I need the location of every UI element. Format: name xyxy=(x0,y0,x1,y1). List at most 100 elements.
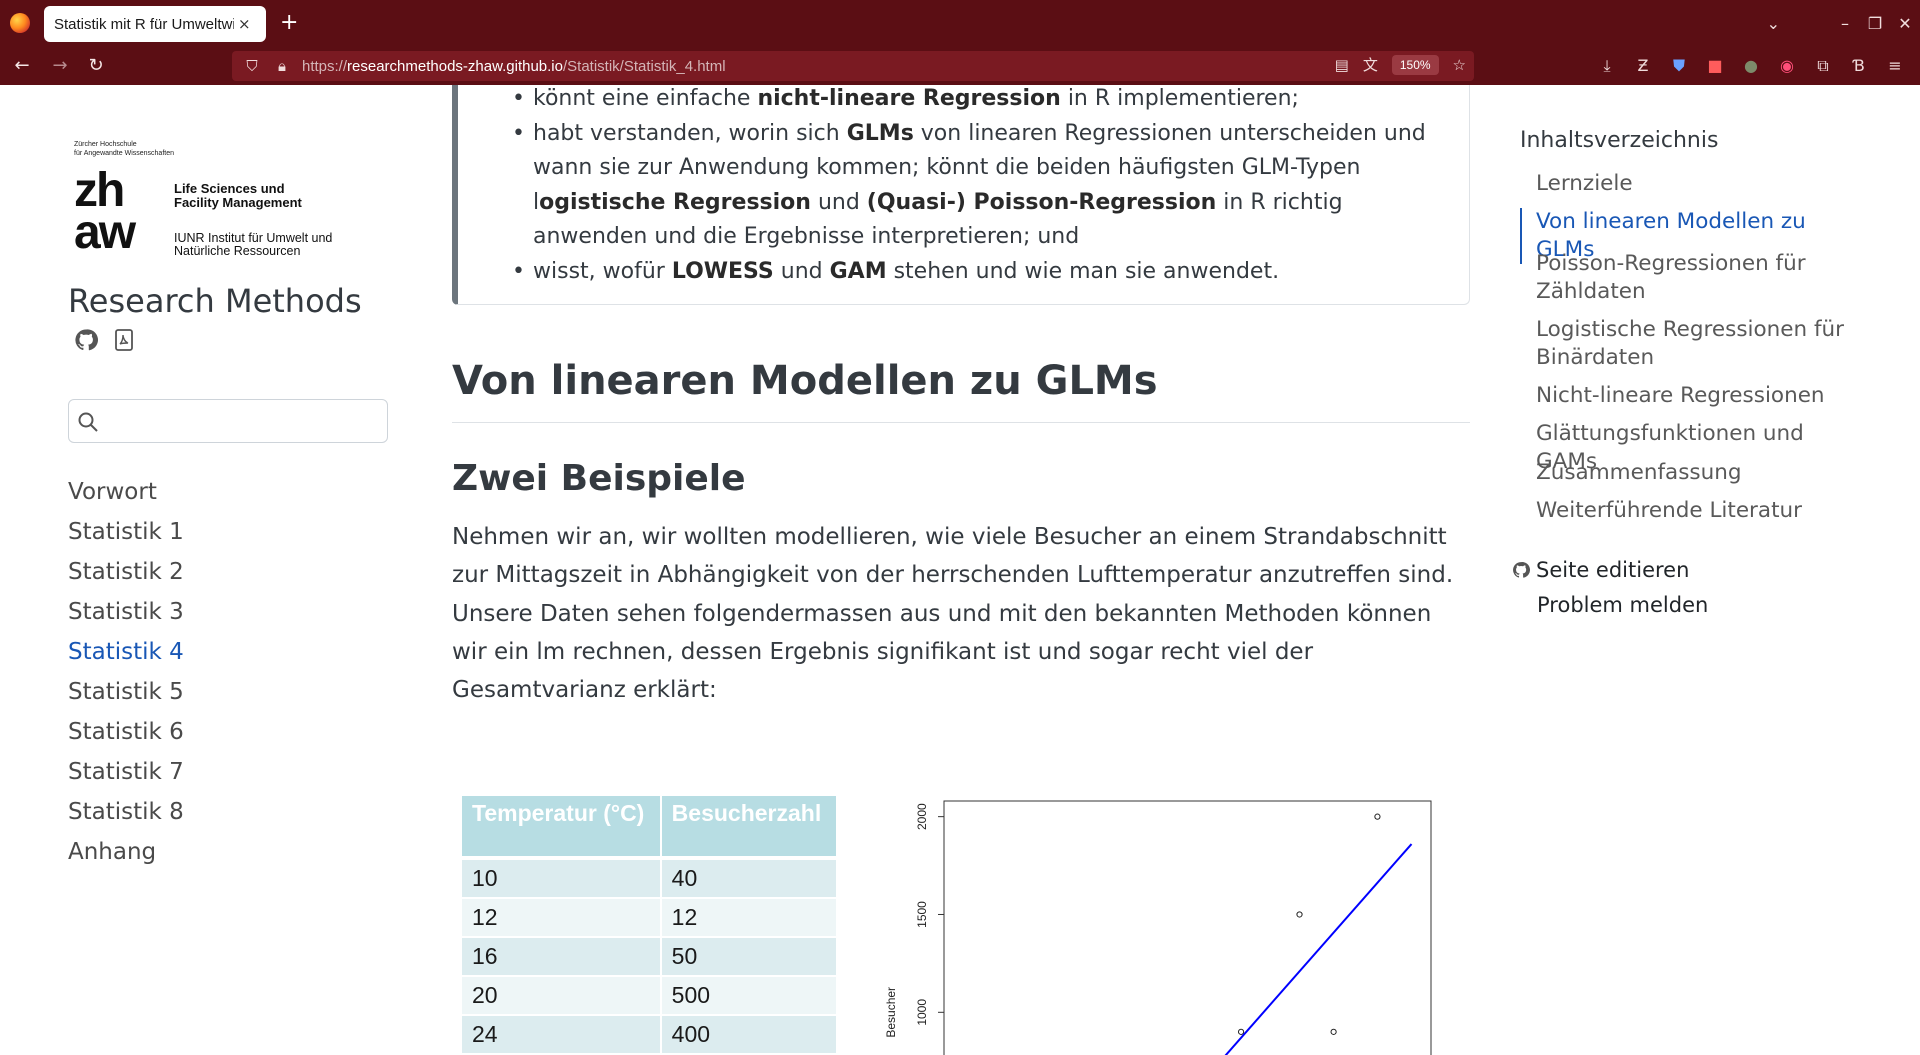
sidebar-item-statistik-3[interactable]: Statistik 3 xyxy=(68,599,184,625)
firefox-icon[interactable] xyxy=(10,13,30,33)
search-input[interactable] xyxy=(68,399,388,443)
bookmark-star-icon[interactable]: ☆ xyxy=(1452,55,1466,74)
minimize-icon[interactable]: – xyxy=(1841,14,1849,33)
table-cell: 500 xyxy=(659,977,836,1016)
logo-iunr-line-2: Natürliche Ressourcen xyxy=(174,244,301,258)
goal-text: in R richtig anwenden und die Ergebnisse… xyxy=(533,189,1343,250)
zotero-icon[interactable]: Ƶ xyxy=(1637,56,1649,75)
toc-item[interactable]: Weiterführende Literatur xyxy=(1536,498,1802,523)
sidebar-item-statistik-2[interactable]: Statistik 2 xyxy=(68,559,184,585)
forward-icon[interactable]: → xyxy=(52,55,68,76)
table-cell: 16 xyxy=(462,938,660,977)
zhaw-logo[interactable]: Zürcher Hochschule für Angewandte Wissen… xyxy=(74,140,374,260)
table-row: 24 400 xyxy=(462,1016,836,1055)
intro-paragraph: Nehmen wir an, wir wollten modellieren, … xyxy=(452,524,1454,704)
heading-divider xyxy=(452,422,1470,423)
extension-red-icon[interactable]: ■ xyxy=(1707,56,1723,75)
url-path: /Statistik/Statistik_4.html xyxy=(563,57,726,75)
sidebar-item-statistik-6[interactable]: Statistik 6 xyxy=(68,719,184,745)
goal-text: wisst, wofür xyxy=(533,258,672,284)
logo-small-line-1: Zürcher Hochschule xyxy=(74,141,137,148)
browser-nav-bar: ← → ↻ ⛉ 🔒︎ https://researchmethods-zhaw.… xyxy=(0,47,1920,85)
zoom-level-badge[interactable]: 150% xyxy=(1391,54,1439,75)
goal-text-bold: GLMs xyxy=(846,120,914,146)
sidebar-item-statistik-5[interactable]: Statistik 5 xyxy=(68,679,184,705)
url-host: researchmethods-zhaw.github.io xyxy=(347,57,563,75)
sidebar-item-vorwort[interactable]: Vorwort xyxy=(68,479,157,505)
sidebar-item-anhang[interactable]: Anhang xyxy=(68,839,157,865)
url-text[interactable]: https://researchmethods-zhaw.github.io/S… xyxy=(302,58,726,75)
table-header-row: Temperatur (°C) Besucherzahl xyxy=(462,796,836,860)
reload-icon[interactable]: ↻ xyxy=(88,55,104,76)
toc-item[interactable]: Lernziele xyxy=(1536,171,1633,196)
logo-iunr-line-1: IUNR Institut für Umwelt und xyxy=(174,231,333,245)
site-title[interactable]: Research Methods xyxy=(68,282,362,320)
pdf-download-icon[interactable] xyxy=(112,328,136,356)
logo-zh: zh xyxy=(74,164,125,217)
extension-pink-icon[interactable]: ◉ xyxy=(1780,56,1794,75)
reader-view-icon[interactable]: ▤ xyxy=(1334,55,1349,74)
translate-icon[interactable]: 文 xyxy=(1362,56,1378,74)
toc-item[interactable]: Von linearen Modellen zu GLMs xyxy=(1520,208,1870,264)
url-bar[interactable]: ⛉ 🔒︎ https://researchmethods-zhaw.github… xyxy=(232,51,1474,81)
back-icon[interactable]: ← xyxy=(14,55,30,76)
url-prefix: https:// xyxy=(302,57,348,75)
y-tick-label: 2000 xyxy=(915,803,929,830)
sidebar-item-statistik-1[interactable]: Statistik 1 xyxy=(68,519,184,545)
table-cell: 40 xyxy=(659,860,836,899)
logo-small-text: Zürcher Hochschule für Angewandte Wissen… xyxy=(74,140,374,158)
toc-item[interactable]: Zusammenfassung xyxy=(1536,460,1742,485)
table-cell: 24 xyxy=(462,1016,660,1055)
goal-text: habt verstanden, worin sich xyxy=(533,120,847,146)
sidebar-item-statistik-4[interactable]: Statistik 4 xyxy=(68,639,184,665)
shield-icon[interactable]: ⛉ xyxy=(246,57,258,75)
logo-aw: aw xyxy=(74,206,136,259)
data-point xyxy=(1296,911,1303,918)
toc-item[interactable]: Nicht-lineare Regressionen xyxy=(1536,383,1825,408)
table-row: 12 12 xyxy=(462,899,836,938)
goal-text: könnt eine einfache xyxy=(533,86,758,111)
toc-item[interactable]: Poisson-Regressionen für Zähldaten xyxy=(1536,251,1806,304)
data-point xyxy=(1330,1028,1337,1035)
goal-text-bold: nicht-lineare Regression xyxy=(757,86,1061,111)
lock-icon[interactable]: 🔒︎ xyxy=(278,57,286,75)
browser-tab-active[interactable]: Statistik mit R für Umweltwi × xyxy=(44,6,266,42)
github-icon[interactable] xyxy=(74,328,98,356)
list-all-tabs-icon[interactable]: ⌄ xyxy=(1766,14,1780,33)
table-cell: 400 xyxy=(659,1016,836,1055)
maximize-icon[interactable]: ❐ xyxy=(1867,14,1883,33)
logo-department: Life Sciences und Facility Management xyxy=(174,182,302,210)
table-row: 20 500 xyxy=(462,977,836,1016)
toc-item[interactable]: Logistische Regressionen für Binärdaten xyxy=(1536,317,1845,370)
data-point xyxy=(1374,813,1381,820)
table-cell: 12 xyxy=(462,899,660,938)
table-row: 16 50 xyxy=(462,938,836,977)
tab-close-icon[interactable]: × xyxy=(238,15,251,33)
extension-green-icon[interactable]: ● xyxy=(1744,56,1758,75)
goal-text: und xyxy=(810,189,867,215)
table-cell: 10 xyxy=(462,860,660,899)
toc-item[interactable]: Glättungsfunktionen und GAMs xyxy=(1536,421,1804,474)
extension-b-icon[interactable]: Ɓ xyxy=(1853,56,1865,75)
edit-page-link[interactable]: Seite editieren xyxy=(1512,558,1689,582)
report-issue-link[interactable]: Problem melden xyxy=(1537,593,1709,617)
table-header-cell: Besucherzahl xyxy=(659,796,836,860)
download-icon[interactable]: ⤓ xyxy=(1603,56,1611,75)
sidebar-nav: Vorwort Statistik 1 Statistik 2 Statistik 3… xyxy=(68,472,184,872)
table-row: 10 40 xyxy=(462,860,836,899)
extensions-puzzle-icon[interactable]: ⧉ xyxy=(1817,56,1829,75)
sidebar-item-statistik-7[interactable]: Statistik 7 xyxy=(68,759,184,785)
close-window-icon[interactable]: ✕ xyxy=(1898,14,1912,33)
app-menu-icon[interactable]: ≡ xyxy=(1888,56,1902,75)
y-tick-label: 1500 xyxy=(915,901,929,928)
logo-small-line-2: für Angewandte Wissenschaften xyxy=(74,150,175,157)
learning-goals-list: könnt eine einfache nicht-lineare Regres… xyxy=(512,82,1453,289)
sidebar-item-statistik-8[interactable]: Statistik 8 xyxy=(68,799,184,825)
data-table: Temperatur (°C) Besucherzahl 10 40 12 12 16 5… xyxy=(462,796,836,1055)
logo-lsfm-line-1: Life Sciences und xyxy=(174,181,285,196)
regression-line xyxy=(1224,843,1413,1055)
new-tab-button[interactable]: + xyxy=(280,10,299,35)
bitwarden-icon[interactable]: ⛊ xyxy=(1672,56,1685,75)
goal-text: stehen und wie man sie anwendet. xyxy=(886,258,1280,284)
edit-page-label: Seite editieren xyxy=(1536,558,1690,582)
